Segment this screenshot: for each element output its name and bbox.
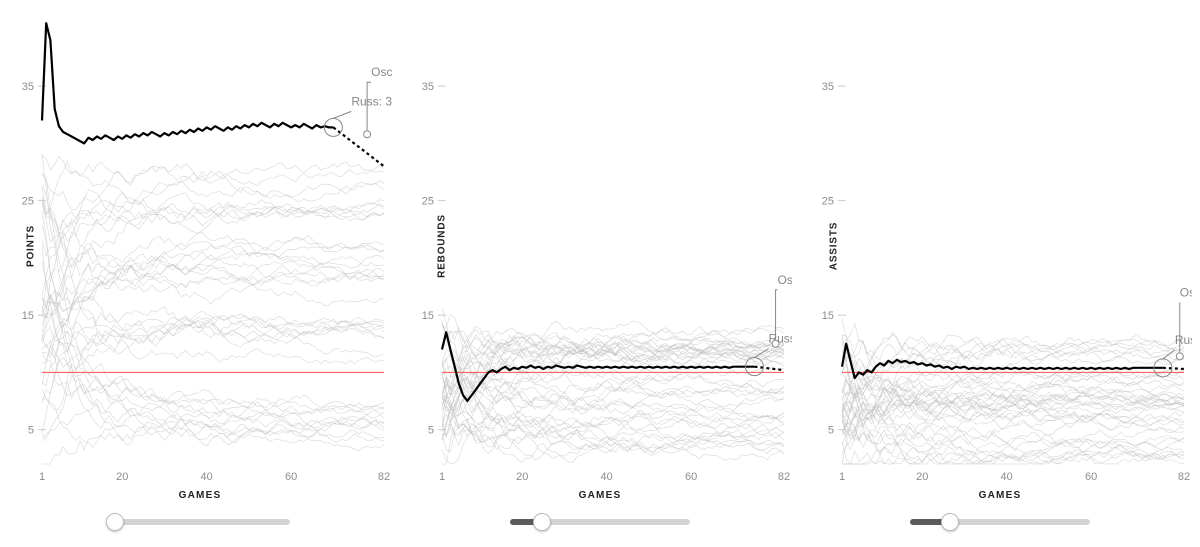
projection-line (333, 127, 384, 166)
y-tick-label: 15 (22, 310, 34, 322)
background-series-line (442, 413, 784, 437)
x-tick-label: 60 (285, 471, 297, 483)
oscar-marker-circle (1176, 353, 1183, 360)
background-series-line (842, 318, 1184, 365)
y-tick-label: 35 (422, 81, 434, 93)
background-series-line (42, 174, 384, 212)
background-series-line (42, 165, 384, 325)
slider-row (408, 515, 792, 529)
y-tick-label: 5 (828, 425, 834, 437)
y-tick-label: 25 (22, 196, 34, 208)
slider-row (8, 515, 392, 529)
panel-assists: ASSISTS 5 15 25 35 1 20 40 60 82 Russ: 10.4 ast Osc… (800, 0, 1200, 547)
y-tick-label: 5 (28, 425, 34, 437)
oscar-annotation: Oscar: 30.8 pts (371, 65, 392, 79)
y-axis-label: REBOUNDS (436, 214, 447, 278)
x-tick-label: 1 (439, 471, 445, 483)
panel-rebounds: REBOUNDS5152535120406082Russ: 10.5 rebOs… (400, 0, 800, 547)
points-slider[interactable] (110, 515, 290, 529)
x-tick-label: 20 (916, 471, 928, 483)
slider-thumb[interactable] (941, 513, 959, 531)
y-axis-label: ASSISTS (829, 222, 840, 270)
oscar-annotation: Oscar: 11.4 ast (1180, 285, 1192, 299)
background-series-line (842, 341, 1184, 422)
x-tick-label: 82 (378, 471, 390, 483)
background-series-line (42, 162, 384, 215)
russ-annotation: Russ: 10.4 ast (1175, 333, 1192, 347)
y-tick-label: 15 (822, 310, 834, 322)
x-tick-label: 40 (601, 471, 613, 483)
assists-slider[interactable] (910, 515, 1090, 529)
oscar-marker-circle (772, 340, 779, 347)
x-tick-label: 60 (685, 471, 697, 483)
x-tick-label: 40 (201, 471, 213, 483)
x-tick-label: 1 (839, 471, 845, 483)
x-tick-label: 20 (116, 471, 128, 483)
background-series-line (42, 335, 384, 428)
slider-thumb[interactable] (533, 513, 551, 531)
background-series-line (442, 321, 784, 406)
background-series-line (842, 364, 1184, 454)
x-tick-label: 20 (516, 471, 528, 483)
background-series-line (42, 253, 384, 434)
slider-row (808, 515, 1192, 529)
y-tick-label: 25 (422, 196, 434, 208)
chart-wrap: ASSISTS 5 15 25 35 1 20 40 60 82 Russ: 10.4 ast Osc… (808, 0, 1192, 492)
slider-track (110, 519, 290, 525)
russ-leader-line (333, 111, 351, 118)
assists-chart: 5 15 25 35 1 20 40 60 82 Russ: 10.4 ast Oscar: 11.… (808, 0, 1192, 492)
y-tick-label: 15 (422, 310, 434, 322)
main-series-line (42, 23, 333, 143)
y-axis-label: POINTS (26, 225, 37, 267)
y-tick-label: 35 (822, 81, 834, 93)
projection-line (1163, 368, 1184, 369)
background-series-line (442, 378, 784, 432)
y-tick-label: 5 (428, 425, 434, 437)
background-series-line (42, 203, 384, 288)
oscar-marker-circle (364, 131, 371, 138)
x-tick-label: 60 (1085, 471, 1097, 483)
rebounds-slider[interactable] (510, 515, 690, 529)
y-tick-label: 35 (22, 81, 34, 93)
points-chart: 5 15 25 35 1 20 40 60 82 Russ: 31.4 pts Oscar: 30.… (8, 0, 392, 492)
rebounds-chart: 5152535120406082Russ: 10.5 rebOscar: 12.… (408, 0, 792, 492)
background-series-line (42, 297, 384, 411)
panel-points: POINTS 5 15 25 35 1 20 40 60 82 Russ: 31.4 pts Osca… (0, 0, 400, 547)
chart-wrap: POINTS 5 15 25 35 1 20 40 60 82 Russ: 31.4 pts Osca… (8, 0, 392, 492)
background-series-line (442, 430, 784, 464)
oscar-annotation: Oscar: 12.5 reb (778, 273, 792, 287)
russ-annotation: Russ: 31.4 pts (351, 94, 392, 108)
y-tick-label: 25 (822, 196, 834, 208)
x-tick-label: 40 (1001, 471, 1013, 483)
panels-container: POINTS5152535120406082Russ: 31.4 ptsOsca… (0, 0, 1200, 547)
background-series-line (42, 265, 384, 318)
x-tick-label: 82 (1178, 471, 1190, 483)
x-tick-label: 82 (778, 471, 790, 483)
slider-thumb[interactable] (106, 513, 124, 531)
chart-wrap: REBOUNDS5152535120406082Russ: 10.5 rebOs… (408, 0, 792, 492)
background-series-line (842, 334, 1184, 395)
x-tick-label: 1 (39, 471, 45, 483)
